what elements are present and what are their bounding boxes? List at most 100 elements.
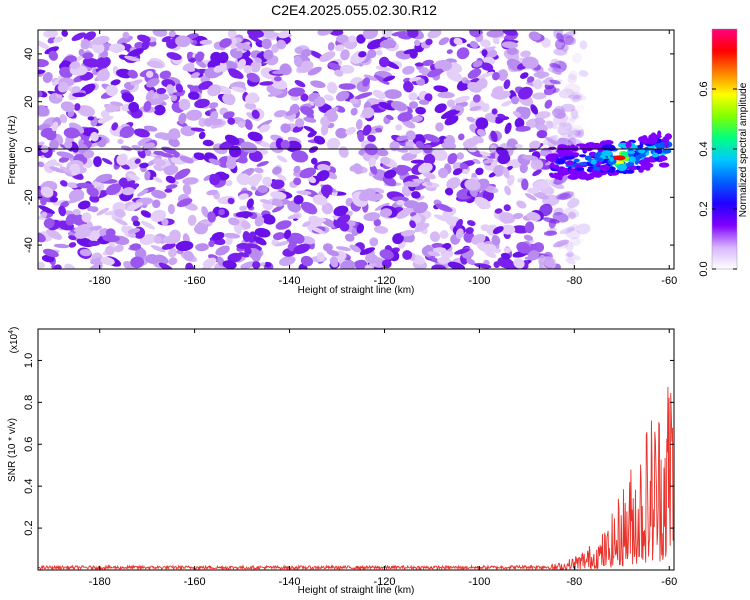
spectrogram-noise-blob [233, 224, 242, 235]
spectrogram-noise-blob [396, 135, 408, 142]
spectrogram-noise-blob [447, 261, 466, 269]
spectrogram-noise-blob [504, 185, 511, 196]
spectrogram-noise-blob [335, 90, 350, 102]
spectrogram-noise-blob [59, 180, 68, 187]
spectrogram-noise-blob [575, 129, 584, 138]
spectrogram-noise-blob [47, 160, 63, 167]
spectrogram-noise-blob [368, 157, 377, 167]
spectrogram-noise-blob [379, 208, 393, 218]
spectrogram-noise-blob [529, 140, 541, 150]
spectrogram-noise-blob [358, 188, 376, 202]
spectrogram-noise-blob [46, 228, 63, 240]
spectrogram-noise-blob [265, 32, 280, 39]
spectrogram-noise-blob [252, 261, 261, 269]
spectrogram-noise-blob [141, 39, 150, 50]
spectrogram-noise-blob [150, 245, 166, 253]
spectrogram-noise-blob [168, 138, 180, 148]
spectrogram-noise-blob [459, 162, 469, 171]
spectrogram-noise-blob [185, 262, 194, 269]
spectrogram-signal-blob [625, 162, 632, 167]
spectrogram-noise-blob [188, 57, 198, 63]
spectrogram-noise-blob [467, 68, 482, 79]
spectrogram-noise-blob [105, 228, 116, 237]
spectrogram-noise-blob [235, 42, 252, 50]
spectrogram-noise-blob [130, 79, 143, 86]
spectrogram-noise-blob [403, 181, 420, 188]
spectrogram-noise-blob [379, 39, 397, 49]
spectrogram-noise-blob [82, 52, 94, 60]
spectrogram-noise-blob [262, 176, 273, 186]
x-tick-label: -120 [373, 576, 395, 588]
spectrogram-signal-blob [642, 162, 654, 169]
spectrogram-noise-blob [466, 116, 476, 123]
spectrogram-signal-blob [664, 141, 669, 148]
spectrogram-noise-blob [533, 180, 548, 191]
spectrogram-noise-blob [554, 191, 571, 200]
spectrogram-noise-blob [241, 220, 251, 230]
spectrogram-noise-blob [60, 101, 75, 113]
spectrogram-noise-blob [497, 69, 508, 81]
spectrogram-noise-blob [228, 145, 242, 158]
spectrogram-noise-blob [351, 259, 368, 269]
spectrogram-noise-blob [60, 166, 72, 174]
spectrogram-noise-blob [42, 72, 53, 83]
spectrogram-noise-blob [248, 150, 263, 162]
spectrogram-noise-blob [453, 37, 463, 46]
spectrogram-noise-blob [143, 100, 152, 112]
spectrogram-noise-blob [294, 79, 306, 88]
spectrogram-noise-blob [307, 176, 317, 184]
spectrogram-x-label: Height of straight line (km) [298, 285, 415, 296]
spectrogram-noise-blob [222, 93, 236, 105]
spectrogram-noise-blob [105, 84, 118, 97]
spectrogram-noise-blob [131, 144, 144, 152]
spectrogram-noise-blob [567, 74, 577, 84]
spectrogram-noise-blob [391, 196, 409, 203]
spectrogram-noise-blob [115, 218, 128, 226]
spectrogram-noise-blob [532, 169, 542, 177]
spectrogram-noise-blob [48, 50, 59, 61]
spectrogram-noise-blob [438, 37, 450, 46]
spectrogram-noise-blob [231, 86, 246, 93]
spectrogram-noise-blob [86, 186, 99, 197]
spectrogram-noise-blob [51, 121, 59, 132]
spectrogram-noise-blob [261, 38, 272, 50]
spectrogram-signal-blob [637, 153, 647, 158]
spectrogram-noise-blob [151, 189, 167, 199]
spectrogram-noise-blob [89, 206, 99, 213]
spectrogram-noise-blob [434, 103, 447, 113]
spectrogram-noise-blob [552, 239, 570, 248]
spectrogram-signal-blob [545, 154, 557, 161]
spectrogram-noise-blob [527, 250, 540, 261]
spectrogram-noise-blob [219, 173, 230, 181]
spectrogram-noise-blob [427, 30, 442, 39]
spectrogram-noise-blob [521, 56, 539, 69]
spectrogram-noise-blob [530, 158, 544, 171]
spectrogram-noise-blob [239, 205, 248, 211]
spectrogram-noise-blob [367, 39, 384, 50]
spectrogram-noise-blob [316, 252, 325, 262]
spectrogram-noise-blob [511, 225, 529, 234]
spectrogram-signal-blob [601, 150, 613, 157]
spectrogram-noise-blob [159, 70, 172, 80]
spectrogram-noise-blob [276, 155, 288, 163]
spectrogram-noise-blob [375, 127, 383, 133]
spectrogram-noise-blob [145, 90, 155, 101]
spectrogram-noise-blob [127, 173, 140, 181]
spectrogram-noise-blob [530, 104, 539, 115]
spectrogram-noise-blob [300, 201, 318, 215]
spectrogram-noise-blob [519, 163, 528, 174]
spectrogram-noise-blob [418, 99, 430, 105]
spectrogram-noise-blob [417, 162, 433, 174]
spectrogram-noise-blob [447, 152, 458, 165]
spectrogram-noise-blob [73, 223, 87, 232]
spectrogram-noise-blob [491, 108, 498, 115]
spectrogram-noise-blob [347, 220, 356, 227]
spectrogram-noise-blob [127, 48, 144, 58]
spectrogram-noise-blob [568, 70, 578, 81]
spectrogram-noise-blob [408, 76, 422, 82]
spectrogram-noise-blob [207, 211, 216, 223]
spectrogram-noise-blob [130, 256, 145, 269]
y-tick-label: 0 [23, 146, 35, 152]
spectrogram-signal-blob [625, 169, 635, 174]
spectrogram-noise-blob [439, 230, 449, 239]
